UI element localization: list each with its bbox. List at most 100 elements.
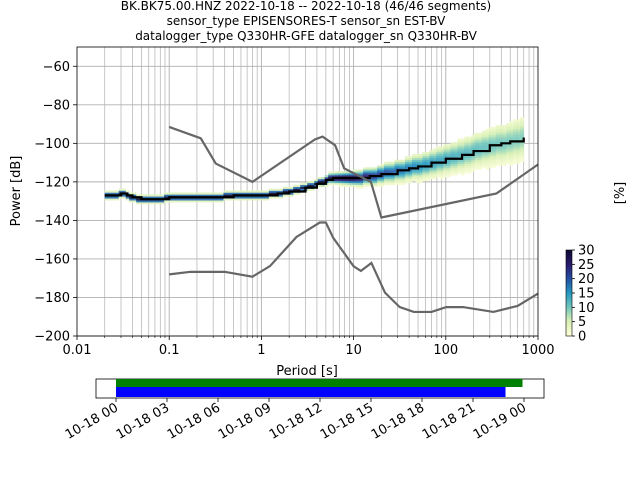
density-cell — [506, 144, 511, 147]
density-cell — [115, 196, 120, 199]
density-cell — [418, 167, 423, 170]
density-cell — [453, 148, 458, 151]
density-cell — [422, 163, 427, 166]
density-cell — [136, 200, 140, 203]
density-cell — [464, 169, 469, 172]
density-cell — [422, 173, 427, 176]
density-cell — [471, 155, 476, 159]
density-cell — [408, 171, 413, 174]
density-cell — [499, 140, 504, 143]
density-cell — [478, 163, 483, 166]
density-cell — [118, 190, 123, 193]
density-cell — [178, 192, 182, 195]
density-cell — [478, 134, 483, 137]
density-cell — [436, 150, 441, 153]
density-cell — [303, 184, 308, 187]
density-cell — [394, 171, 399, 174]
density-cell — [513, 142, 518, 145]
density-cell — [481, 132, 486, 135]
density-cell — [240, 192, 245, 195]
density-cell — [265, 190, 270, 193]
density-cell — [488, 153, 493, 157]
density-cell — [488, 134, 493, 137]
density-cell — [164, 196, 168, 199]
density-cell — [373, 177, 378, 180]
density-cell — [349, 180, 353, 184]
density-cell — [398, 167, 402, 170]
density-cell — [495, 163, 500, 166]
plot-grid — [77, 47, 538, 337]
density-cell — [118, 188, 123, 191]
density-cell — [398, 178, 402, 182]
density-cell — [349, 173, 353, 176]
x-tick-label: 100 — [433, 343, 458, 358]
density-cell — [363, 175, 367, 178]
density-cell — [122, 194, 127, 197]
density-cell — [171, 192, 175, 195]
density-cell — [251, 190, 256, 193]
density-cell — [457, 169, 462, 172]
density-cell — [499, 126, 504, 130]
density-cell — [384, 177, 388, 180]
density-cell — [212, 192, 217, 195]
density-cell — [485, 167, 490, 170]
density-cell — [272, 196, 277, 199]
colorbar-gradient — [565, 249, 573, 337]
density-cell — [300, 188, 305, 191]
density-cell — [516, 161, 521, 164]
density-cell — [384, 182, 388, 186]
density-cell — [377, 169, 381, 172]
density-cell — [495, 134, 500, 137]
density-cell — [178, 194, 182, 197]
density-cell — [436, 146, 441, 149]
y-tick-label: −160 — [34, 252, 70, 267]
y-tick-label: −180 — [34, 291, 70, 306]
density-cell — [492, 163, 497, 166]
density-cell — [492, 153, 497, 157]
density-cell — [192, 200, 196, 203]
density-cell — [324, 175, 329, 178]
density-cell — [226, 194, 231, 197]
density-cell — [513, 161, 518, 164]
density-cell — [502, 152, 507, 155]
density-cell — [436, 155, 441, 159]
density-cell — [464, 157, 469, 161]
density-cell — [206, 192, 210, 195]
density-cell — [471, 138, 476, 141]
density-cell — [492, 142, 497, 145]
density-cell — [429, 167, 434, 170]
density-cell — [418, 153, 423, 157]
density-cell — [478, 148, 483, 151]
density-cell — [418, 178, 423, 182]
density-cell — [139, 202, 144, 205]
colorbar-tick-label: 15 — [578, 287, 595, 302]
density-cell — [422, 153, 427, 157]
density-cell — [321, 180, 326, 184]
density-cell — [345, 184, 350, 187]
density-cell — [467, 161, 472, 164]
density-cell — [471, 159, 476, 162]
density-cell — [471, 157, 476, 161]
density-cell — [370, 178, 374, 182]
density-cell — [513, 121, 518, 124]
density-cell — [258, 196, 263, 199]
density-cell — [251, 192, 256, 195]
y-tick-label: −200 — [34, 330, 70, 345]
density-cell — [443, 153, 448, 157]
density-cell — [499, 159, 504, 162]
density-cell — [398, 173, 402, 176]
density-cell — [474, 134, 479, 137]
density-cell — [335, 180, 339, 184]
density-cell — [331, 173, 336, 176]
density-cell — [328, 175, 332, 178]
density-cell — [188, 192, 193, 195]
density-cell — [115, 192, 120, 195]
density-cell — [174, 198, 179, 201]
density-cell — [464, 136, 469, 139]
density-cell — [509, 142, 514, 145]
density-cell — [314, 178, 319, 182]
density-cell — [129, 200, 133, 203]
density-cell — [443, 171, 448, 174]
density-cell — [499, 150, 504, 153]
